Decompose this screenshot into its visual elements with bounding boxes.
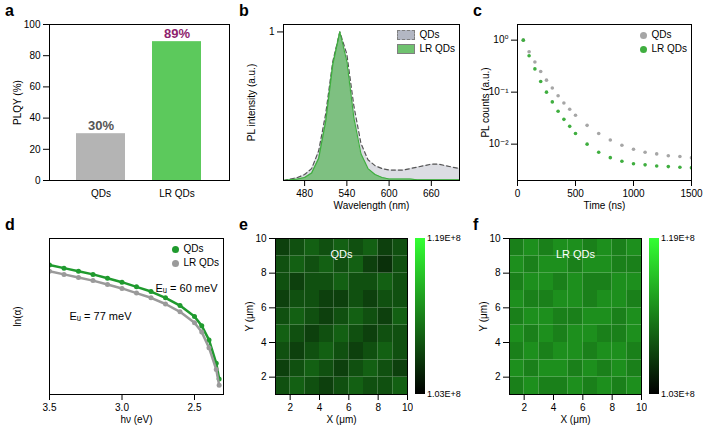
svg-text:10: 10 — [636, 402, 647, 413]
svg-text:hν (eV): hν (eV) — [120, 414, 152, 425]
svg-text:500: 500 — [567, 188, 584, 199]
svg-text:40: 40 — [29, 112, 41, 123]
svg-text:6: 6 — [495, 302, 501, 313]
svg-text:2: 2 — [287, 402, 293, 413]
svg-text:4: 4 — [317, 402, 323, 413]
html-text:1.03E+8: 1.03E+8 — [661, 389, 695, 399]
svg-text:8: 8 — [261, 267, 267, 278]
svg-text:Y (μm): Y (μm) — [244, 301, 255, 331]
svg-text:480: 480 — [296, 188, 313, 199]
svg-text:600: 600 — [381, 188, 398, 199]
html-text:e: e — [239, 216, 248, 233]
html-text:LR QDs: LR QDs — [419, 43, 455, 54]
svg-text:Y (μm): Y (μm) — [478, 301, 489, 331]
svg-text:8: 8 — [609, 402, 615, 413]
svg-text:4: 4 — [551, 402, 557, 413]
svg-text:3.0: 3.0 — [115, 402, 129, 413]
svg-text:10⁻²: 10⁻² — [489, 138, 509, 149]
svg-text:1000: 1000 — [622, 188, 645, 199]
svg-text:0: 0 — [35, 175, 41, 186]
svg-text:10⁰: 10⁰ — [493, 34, 508, 45]
html-text:c: c — [473, 2, 482, 19]
svg-text:80: 80 — [29, 50, 41, 61]
svg-text:Eᵤ = 77 meV: Eᵤ = 77 meV — [70, 310, 133, 322]
svg-text:PL counts (a.u.): PL counts (a.u.) — [480, 67, 491, 137]
svg-text:Wavelength (nm): Wavelength (nm) — [334, 200, 410, 211]
svg-text:ln(α): ln(α) — [12, 306, 23, 326]
html-text:QDs: QDs — [651, 29, 672, 40]
svg-text:PLQY (%): PLQY (%) — [12, 80, 23, 125]
svg-text:Time (ns): Time (ns) — [584, 200, 626, 211]
html-text:1.03E+8: 1.03E+8 — [427, 389, 461, 399]
svg-text:1500: 1500 — [680, 188, 703, 199]
svg-text:2.5: 2.5 — [188, 402, 202, 413]
svg-text:60: 60 — [29, 81, 41, 92]
svg-text:X (μm): X (μm) — [560, 414, 590, 425]
svg-text:10: 10 — [402, 402, 413, 413]
svg-text:4: 4 — [261, 337, 267, 348]
svg-text:2: 2 — [495, 371, 501, 382]
svg-text:20: 20 — [29, 144, 41, 155]
svg-text:6: 6 — [346, 402, 352, 413]
html-text:f: f — [473, 216, 479, 233]
svg-text:PL intensity (a.u.): PL intensity (a.u.) — [246, 64, 257, 141]
svg-text:30%: 30% — [88, 118, 114, 133]
svg-text:QDs: QDs — [91, 188, 111, 199]
svg-text:LR QDs: LR QDs — [159, 188, 195, 199]
svg-text:Eᵤ = 60 meV: Eᵤ = 60 meV — [156, 282, 219, 294]
html-text:LR QDs: LR QDs — [183, 257, 219, 268]
svg-text:4: 4 — [495, 337, 501, 348]
svg-text:8: 8 — [495, 267, 501, 278]
svg-text:2: 2 — [261, 371, 267, 382]
svg-text:6: 6 — [261, 302, 267, 313]
svg-text:QDs: QDs — [331, 248, 354, 260]
html-text:1.19E+8: 1.19E+8 — [661, 233, 695, 243]
svg-text:1: 1 — [269, 26, 275, 37]
svg-text:10: 10 — [489, 233, 501, 244]
html-text:1.19E+8: 1.19E+8 — [427, 233, 461, 243]
svg-text:0: 0 — [515, 188, 521, 199]
svg-text:6: 6 — [580, 402, 586, 413]
html-text:LR QDs: LR QDs — [651, 43, 687, 54]
svg-text:3.5: 3.5 — [43, 402, 57, 413]
html-text:b: b — [239, 2, 249, 19]
svg-text:10: 10 — [255, 233, 267, 244]
html-text:QDs: QDs — [183, 243, 204, 254]
html-text:a: a — [5, 2, 14, 19]
html-text:QDs: QDs — [419, 29, 440, 40]
svg-text:LR QDs: LR QDs — [556, 248, 596, 260]
svg-text:10⁻¹: 10⁻¹ — [489, 86, 509, 97]
svg-text:540: 540 — [339, 188, 356, 199]
svg-text:89%: 89% — [164, 26, 190, 41]
svg-text:8: 8 — [375, 402, 381, 413]
svg-text:100: 100 — [24, 19, 41, 30]
html-text:d: d — [5, 216, 15, 233]
svg-text:660: 660 — [423, 188, 440, 199]
svg-text:X (μm): X (μm) — [326, 414, 356, 425]
svg-text:2: 2 — [521, 402, 527, 413]
